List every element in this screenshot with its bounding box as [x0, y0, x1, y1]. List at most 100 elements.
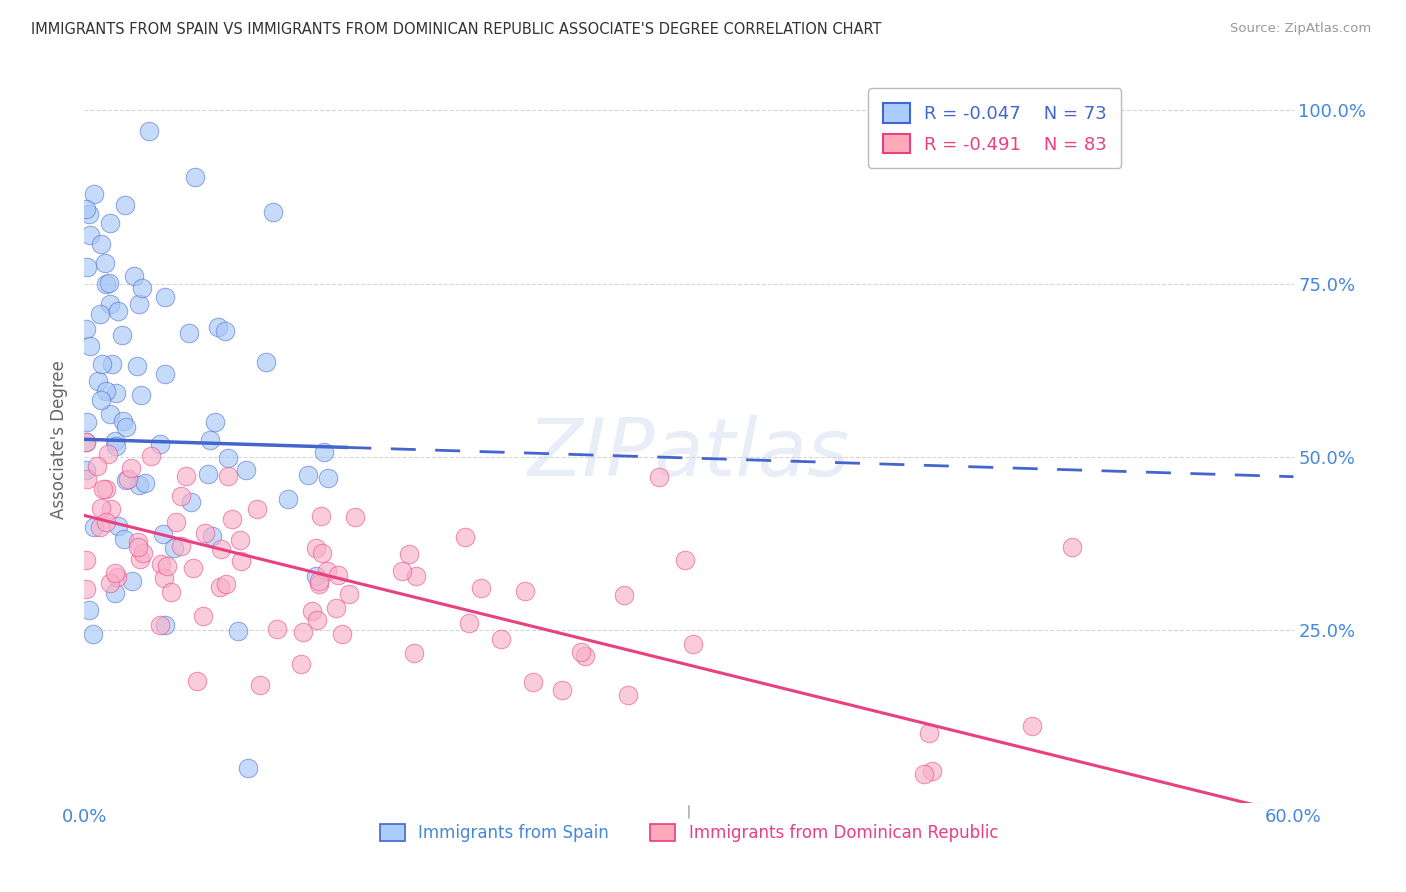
Point [391, 564, 413, 578]
Point [245, 502, 267, 516]
Point [75, 463, 97, 477]
Point [204, 415, 226, 429]
Point [165, 515, 187, 529]
Point [156, 558, 179, 573]
Text: ZIPatlas: ZIPatlas [527, 415, 851, 493]
Point [97, 447, 120, 461]
Point [117, 472, 139, 486]
Point [307, 613, 329, 627]
Point [325, 600, 347, 615]
Point [522, 675, 544, 690]
Text: Source: ZipAtlas.com: Source: ZipAtlas.com [1230, 22, 1371, 36]
Point [207, 320, 229, 334]
Point [139, 449, 162, 463]
Point [104, 566, 127, 580]
Point [98, 575, 121, 590]
Point [201, 529, 224, 543]
Point [93, 256, 115, 270]
Point [305, 541, 328, 556]
Point [128, 297, 150, 311]
Point [236, 761, 259, 775]
Point [98, 216, 121, 230]
Point [98, 297, 121, 311]
Point [153, 367, 176, 381]
Point [104, 434, 127, 449]
Point [330, 627, 353, 641]
Point [111, 327, 134, 342]
Point [316, 471, 339, 485]
Point [515, 584, 537, 599]
Point [149, 437, 172, 451]
Point [82, 627, 104, 641]
Point [138, 124, 160, 138]
Point [90, 392, 112, 407]
Point [305, 569, 328, 583]
Point [129, 552, 152, 566]
Text: IMMIGRANTS FROM SPAIN VS IMMIGRANTS FROM DOMINICAN REPUBLIC ASSOCIATE'S DEGREE C: IMMIGRANTS FROM SPAIN VS IMMIGRANTS FROM… [31, 22, 882, 37]
Point [105, 569, 128, 583]
Point [90, 501, 112, 516]
Point [112, 414, 135, 428]
Point [198, 433, 221, 447]
Point [176, 469, 198, 483]
Point [315, 564, 337, 578]
Point [89, 520, 111, 534]
Point [91, 357, 114, 371]
Point [104, 586, 127, 600]
Point [470, 582, 492, 596]
Point [98, 276, 121, 290]
Point [186, 673, 208, 688]
Point [179, 326, 201, 340]
Point [194, 525, 217, 540]
Point [152, 527, 174, 541]
Point [77, 207, 100, 221]
Point [75, 321, 97, 335]
Point [89, 307, 111, 321]
Point [574, 649, 596, 664]
Point [131, 281, 153, 295]
Point [128, 477, 150, 491]
Point [197, 467, 219, 481]
Point [76, 260, 98, 275]
Point [226, 624, 249, 638]
Point [170, 539, 193, 553]
Point [120, 461, 142, 475]
Point [93, 482, 115, 496]
Point [79, 228, 101, 243]
Point [100, 502, 122, 516]
Point [405, 568, 427, 582]
Point [115, 473, 138, 487]
Point [191, 608, 214, 623]
Point [122, 269, 145, 284]
Point [75, 435, 97, 450]
Point [308, 574, 330, 589]
Point [153, 290, 176, 304]
Point [100, 357, 122, 371]
Point [337, 587, 360, 601]
Point [160, 584, 183, 599]
Point [96, 277, 118, 291]
Point [96, 483, 118, 497]
Point [682, 637, 704, 651]
Point [90, 237, 112, 252]
Point [77, 603, 100, 617]
Point [127, 535, 149, 549]
Point [290, 657, 312, 671]
Point [229, 533, 252, 548]
Point [86, 458, 108, 473]
Point [266, 622, 288, 636]
Point [83, 520, 105, 534]
Point [254, 354, 277, 368]
Point [249, 678, 271, 692]
Point [87, 374, 110, 388]
Point [402, 646, 425, 660]
Point [1060, 540, 1083, 554]
Point [96, 516, 118, 530]
Point [217, 451, 239, 466]
Point [75, 202, 97, 216]
Point [127, 540, 149, 554]
Point [107, 304, 129, 318]
Point [104, 438, 127, 452]
Point [291, 625, 314, 640]
Point [673, 552, 696, 566]
